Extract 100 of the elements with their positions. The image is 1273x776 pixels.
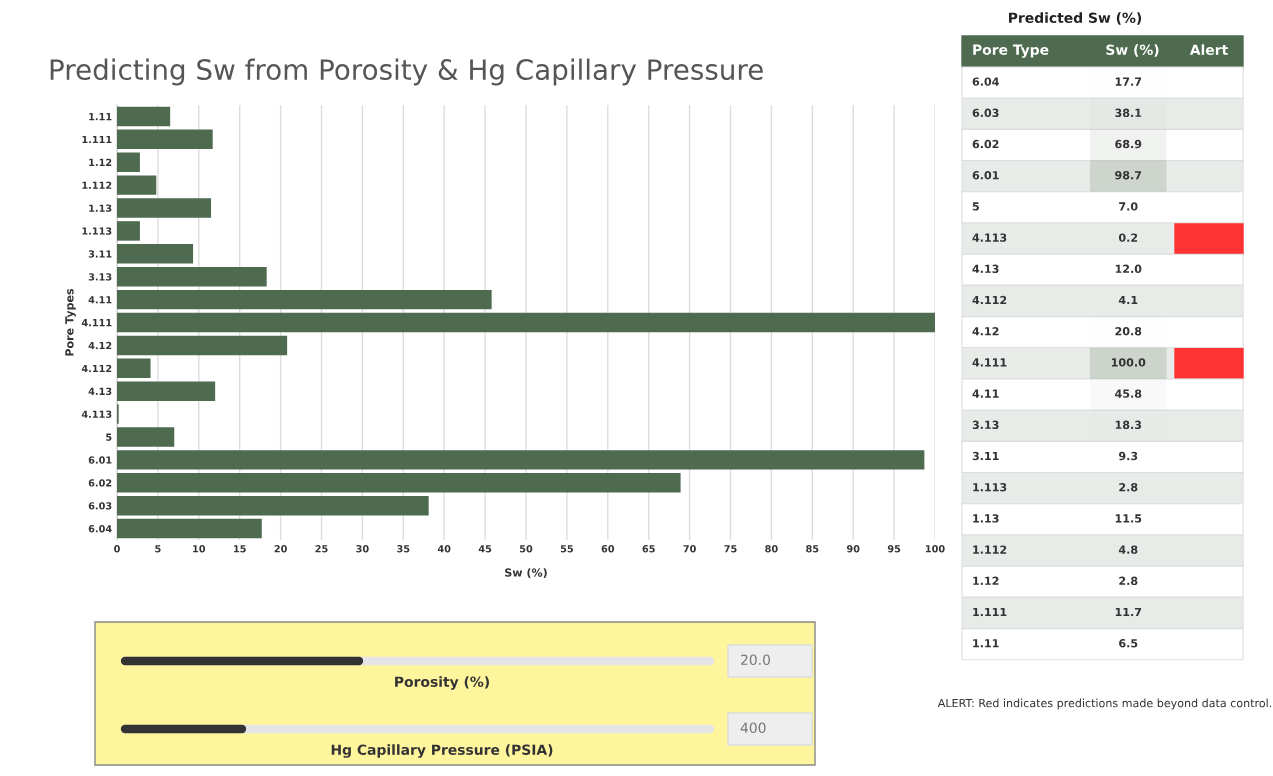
y-tick-label: 1.111 bbox=[973, 607, 1007, 617]
bar bbox=[117, 358, 151, 379]
data-label: 4.8 bbox=[1118, 545, 1138, 554]
y-tick-label: 1.11 bbox=[973, 639, 999, 648]
y-tick-label: 3.11 bbox=[88, 250, 112, 258]
x-tick-label: 55 bbox=[560, 545, 573, 553]
x-axis-title: Sw (%) bbox=[505, 568, 547, 579]
y-tick-label: 3.13 bbox=[972, 420, 999, 430]
bar bbox=[117, 495, 429, 516]
x-tick-label: 90 bbox=[846, 545, 860, 553]
bar bbox=[117, 450, 925, 470]
y-tick-label: 4.13 bbox=[88, 387, 112, 396]
y-tick-label: 4.111 bbox=[972, 358, 1007, 367]
chart-title: Predicted Sw (%) bbox=[1009, 12, 1142, 25]
bar bbox=[117, 198, 212, 218]
x-tick-label: 35 bbox=[397, 545, 410, 553]
bar bbox=[117, 106, 171, 127]
data-label: 11.5 bbox=[1115, 514, 1142, 523]
y-tick-label: 5 bbox=[972, 202, 979, 211]
data-label: 20.8 bbox=[1115, 327, 1142, 336]
y-tick-label: 1.12 bbox=[973, 576, 999, 585]
y-tick-label: 6.02 bbox=[88, 479, 112, 487]
bar bbox=[117, 518, 262, 539]
bar bbox=[117, 335, 288, 356]
y-tick-label: 6.04 bbox=[88, 525, 112, 533]
x-tick-label: 95 bbox=[887, 545, 901, 553]
data-label: 17.7 bbox=[1115, 77, 1142, 86]
y-tick-label: 1.112 bbox=[82, 181, 112, 189]
y-tick-label: 3.11 bbox=[972, 451, 999, 461]
x-tick-label: 5 bbox=[155, 545, 161, 553]
x-tick-label: 20 bbox=[274, 545, 287, 553]
x-tick-label: 70 bbox=[683, 545, 696, 553]
data-label: 2.8 bbox=[1119, 483, 1138, 492]
y-tick-label: 4.13 bbox=[972, 264, 999, 274]
y-tick-label: 1.113 bbox=[82, 227, 112, 235]
y-tick-label: 5 bbox=[106, 433, 112, 441]
data-label: 6.5 bbox=[1119, 639, 1138, 648]
category-label: Hg Capillary Pressure (PSIA) bbox=[331, 744, 553, 758]
x-tick-label: 45 bbox=[478, 545, 492, 553]
bar bbox=[117, 473, 681, 493]
y-axis-title: Pore Types bbox=[65, 288, 76, 356]
bar bbox=[117, 427, 175, 447]
y-tick-label: 6.02 bbox=[972, 139, 999, 149]
y-tick-label: 1.13 bbox=[973, 514, 999, 523]
x-tick-label: 75 bbox=[724, 545, 737, 553]
y-tick-label: 4.112 bbox=[972, 295, 1007, 305]
bar bbox=[117, 289, 492, 310]
x-tick-label: 100 bbox=[925, 545, 945, 553]
x-tick-label: 60 bbox=[601, 545, 615, 553]
data-label: 68.9 bbox=[1115, 139, 1142, 149]
bar bbox=[117, 175, 157, 195]
data-label: 0.2 bbox=[1118, 233, 1138, 242]
data-label: 12.0 bbox=[1115, 264, 1142, 274]
y-tick-label: 4.112 bbox=[81, 364, 112, 372]
x-tick-label: 40 bbox=[437, 545, 451, 553]
bar bbox=[117, 266, 267, 287]
y-tick-label: 6.03 bbox=[88, 502, 112, 510]
data-label: 100.0 bbox=[1111, 358, 1146, 367]
y-tick-label: 4.11 bbox=[972, 389, 999, 398]
x-tick-label: Alert bbox=[1189, 44, 1228, 56]
y-tick-label: 1.111 bbox=[82, 135, 112, 144]
y-tick-label: 4.12 bbox=[972, 327, 999, 336]
x-tick-label: 85 bbox=[806, 545, 819, 553]
category-label: Porosity (%) bbox=[395, 676, 489, 690]
y-tick-label: 4.111 bbox=[81, 319, 112, 327]
bar bbox=[117, 152, 140, 172]
y-tick-label: 6.01 bbox=[88, 456, 112, 464]
x-tick-label: 0 bbox=[114, 545, 120, 553]
y-tick-label: 6.03 bbox=[972, 108, 999, 118]
data-label: 9.3 bbox=[1118, 451, 1138, 461]
data-label: 11.7 bbox=[1115, 607, 1142, 617]
chart-title: Predicting Sw from Porosity & Hg Capillary Pressure bbox=[50, 58, 763, 86]
x-tick-label: 25 bbox=[315, 545, 328, 553]
data-label: 98.7 bbox=[1115, 171, 1142, 180]
x-tick-label: 65 bbox=[642, 545, 655, 553]
data-label: 400 bbox=[740, 722, 766, 734]
x-tick-label: 50 bbox=[519, 545, 533, 553]
data-label: 7.0 bbox=[1119, 202, 1138, 211]
x-tick-label: 30 bbox=[356, 545, 369, 553]
bar bbox=[117, 381, 216, 401]
y-tick-label: 4.12 bbox=[88, 341, 112, 350]
data-label: 20.0 bbox=[741, 654, 770, 666]
text: Pore Type bbox=[973, 44, 1049, 58]
data-label: 4.1 bbox=[1118, 295, 1138, 305]
data-label: 2.8 bbox=[1119, 576, 1138, 586]
bar bbox=[117, 312, 935, 333]
y-tick-label: 1.113 bbox=[973, 483, 1007, 492]
bar bbox=[117, 221, 140, 241]
bar bbox=[117, 129, 213, 150]
y-tick-label: 4.11 bbox=[88, 296, 112, 304]
text: ALERT: Red indicates predictions made beyond data control. bbox=[937, 698, 1272, 710]
data-label: 38.1 bbox=[1115, 108, 1142, 118]
y-tick-label: 4.113 bbox=[81, 410, 112, 418]
data-label: 45.8 bbox=[1115, 389, 1142, 398]
y-tick-label: 4.113 bbox=[972, 233, 1007, 242]
data-label: 18.3 bbox=[1115, 420, 1142, 430]
y-tick-label: 1.12 bbox=[89, 158, 112, 166]
y-tick-label: 1.11 bbox=[89, 113, 112, 121]
x-tick-label: 80 bbox=[765, 545, 778, 553]
y-tick-label: 6.01 bbox=[972, 171, 999, 180]
